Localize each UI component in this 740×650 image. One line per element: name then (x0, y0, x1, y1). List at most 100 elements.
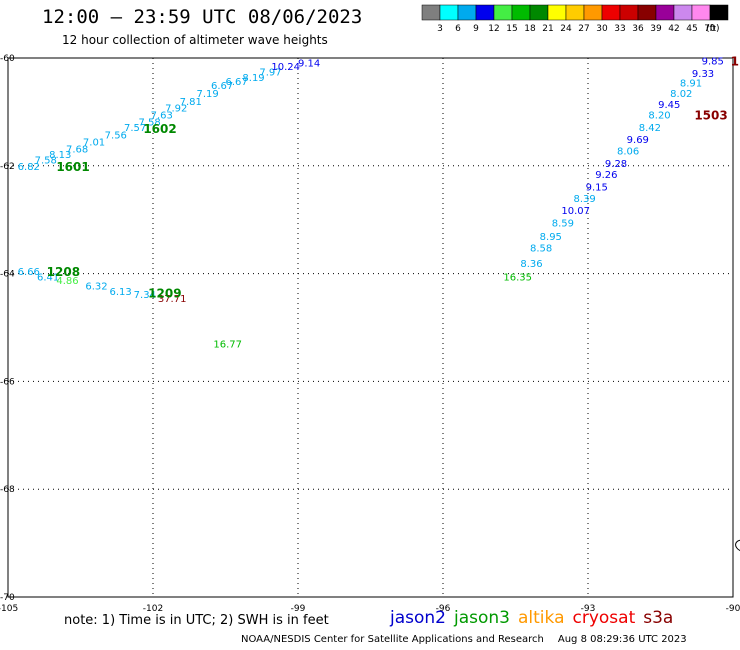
swh-observation: 9.26 (595, 170, 617, 181)
swh-observation: 8.06 (617, 147, 639, 158)
map-gridlines (8, 58, 733, 597)
swh-observation: 16.77 (213, 340, 242, 351)
swh-observation: 7.56 (105, 131, 127, 142)
swh-observation: 9.28 (605, 159, 627, 170)
color-scale-swatches (421, 4, 729, 21)
swh-observation: 9.45 (658, 100, 680, 111)
swh-observation: 7.58 (139, 118, 161, 129)
swh-observation: 7.81 (180, 97, 202, 108)
swh-observation: 8.42 (639, 123, 661, 134)
swh-observation: 8.02 (670, 89, 692, 100)
swh-observation: 8.91 (680, 78, 702, 89)
color-scale-tick-label: 15 (506, 24, 517, 34)
swh-observation: 9.85 (702, 57, 724, 68)
swh-observation: 7.68 (66, 145, 88, 156)
pass-time-label: 1208 (47, 265, 80, 279)
swh-observation: 9.33 (692, 69, 714, 80)
swh-observation: 6.66 (18, 267, 40, 278)
swh-observation: 6.67 (226, 77, 248, 88)
swh-observation: 9.15 (586, 182, 608, 193)
swh-observation: 6.82 (18, 162, 40, 173)
swh-observation: 9.69 (627, 135, 649, 146)
color-scale-tick-label: 3 (437, 24, 443, 34)
swh-observation: 7.34 (134, 290, 156, 301)
color-scale-tick-label: 12 (488, 24, 499, 34)
longitude-tick-label: -102 (143, 604, 163, 614)
color-scale-tick-label: 39 (650, 24, 662, 34)
satellite-legend: jason2 jason3 altika cryosat s3a (390, 608, 681, 628)
latitude-tick-label: -70 (0, 593, 15, 603)
swh-observation: 10.07 (561, 206, 590, 217)
longitude-tick-label: -90 (726, 604, 740, 614)
swh-observation: 10.24 (271, 62, 300, 73)
satellite-legend-cryosat: cryosat (572, 608, 636, 628)
island-outline (735, 539, 740, 552)
swh-observation: 6.13 (110, 287, 132, 298)
longitude-tick-label: -105 (0, 604, 18, 614)
satellite-legend-jason3: jason3 (454, 608, 510, 628)
swh-observation: 8.20 (648, 111, 670, 122)
swh-observation: 7.97 (259, 67, 281, 78)
swh-observation: 6.41 (37, 272, 59, 283)
latitude-tick-label: -64 (0, 270, 15, 280)
page-title: 12:00 – 23:59 UTC 08/06/2023 (42, 6, 363, 28)
pass-time-label: 1209 (148, 286, 181, 300)
swh-observation: 8.36 (520, 259, 542, 270)
latitude-tick-label: -62 (0, 162, 15, 172)
color-scale-legend: 3 6 9 12 15 18 21 24 27 30 33 36 39 42 45 70 (ft) (421, 4, 729, 34)
swh-observation: 9.14 (298, 58, 320, 69)
satellite-pass-labels: 1601 1602 1208 1209 1503 1 (47, 55, 739, 301)
pass-time-label: 1601 (56, 160, 89, 174)
pass-time-label: 1503 (694, 109, 727, 123)
satellite-legend-s3a: s3a (643, 608, 674, 628)
color-scale-tick-label: 30 (596, 24, 608, 34)
satellite-legend-altika: altika (518, 608, 565, 628)
swh-observation: 8.58 (530, 244, 552, 255)
color-scale-ticks: 3 6 9 12 15 18 21 24 27 30 33 36 39 42 45 70 (437, 24, 716, 34)
color-scale-tick-label: 6 (455, 24, 461, 34)
map-coastlines (735, 539, 740, 552)
longitude-tick-label: -93 (581, 604, 596, 614)
credit-text: NOAA/NESDIS Center for Satellite Applica… (241, 634, 544, 645)
color-swatch (709, 4, 729, 21)
map-frame (7, 57, 734, 598)
color-scale-tick-label: 33 (614, 24, 625, 34)
footer-note: note: 1) Time is in UTC; 2) SWH is in fe… (64, 613, 329, 628)
color-scale-tick-label: 27 (578, 24, 589, 34)
longitude-tick-label: -96 (436, 604, 451, 614)
swh-observation: 8.95 (540, 232, 562, 243)
color-scale-unit: (ft) (706, 24, 720, 34)
swh-observation: 16.35 (503, 272, 532, 283)
color-scale-tick-label: 45 (686, 24, 697, 34)
swh-observation: 8.39 (574, 194, 596, 205)
swh-observation: 8.19 (242, 73, 264, 84)
generation-timestamp: Aug 8 08:29:36 UTC 2023 (557, 634, 687, 645)
swh-observation: 8.59 (552, 218, 574, 229)
color-scale-tick-label: 42 (668, 24, 679, 34)
pass-time-label: 1602 (143, 122, 176, 136)
swh-observation: 4.86 (56, 276, 78, 287)
color-scale-tick-label: 70 (704, 24, 716, 34)
swh-observation: 37.71 (158, 294, 187, 305)
latitude-tick-label: -68 (0, 485, 15, 495)
swh-observation: 7.58 (35, 155, 57, 166)
swh-observation: 7.92 (165, 104, 187, 115)
swh-observation: 7.57 (124, 123, 146, 134)
swh-observation: 6.32 (85, 281, 107, 292)
wave-height-observations: 6.827.588.137.687.017.567.577.587.637.92… (18, 57, 724, 351)
satellite-legend-jason2: jason2 (390, 608, 446, 628)
swh-observation: 8.13 (49, 150, 71, 161)
swh-observation: 6.67 (211, 81, 233, 92)
page-subtitle: 12 hour collection of altimeter wave hei… (62, 33, 328, 47)
credit-line: NOAA/NESDIS Center for Satellite Applica… (241, 634, 687, 645)
color-scale-tick-label: 18 (524, 24, 536, 34)
map-axis-labels: -105 -102 -99 -96 -93 -90 -60 -62 -64 -66 -68 -70 (0, 54, 740, 614)
latitude-tick-label: -60 (0, 54, 15, 64)
color-scale-tick-label: 24 (560, 24, 572, 34)
swh-observation: 7.01 (83, 138, 105, 149)
swh-observation: 7.19 (197, 89, 219, 100)
color-scale-tick-label: 21 (542, 24, 553, 34)
color-scale-tick-label: 9 (473, 24, 479, 34)
